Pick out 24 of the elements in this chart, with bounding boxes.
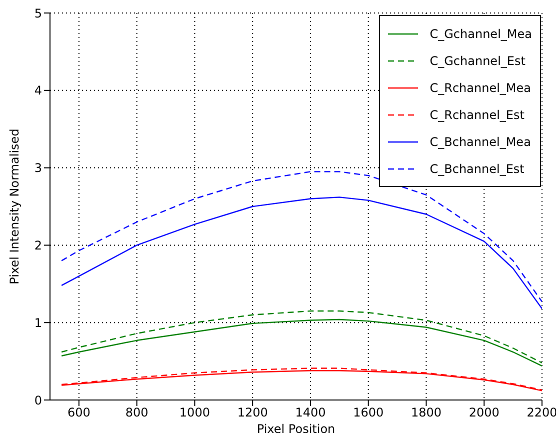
legend-label: C_Rchannel_Est [430,108,524,122]
x-tick-label: 2000 [468,406,500,420]
legend-label: C_Bchannel_Est [430,162,524,176]
legend-label: C_Rchannel_Mea [430,80,532,94]
y-tick-label: 4 [34,84,42,98]
x-tick-label: 1600 [353,406,384,420]
y-tick-label: 0 [34,393,42,408]
x-tick-label: 1800 [410,406,442,420]
line-series [60,196,542,310]
legend-label: C_Gchannel_Mea [430,26,532,40]
y-tick-label: 1 [34,316,42,330]
line-series [60,310,542,364]
x-tick-label: 1400 [295,406,326,420]
x-tick-label: 1200 [237,406,268,420]
y-tick-label: 5 [34,6,42,20]
legend-label: C_Gchannel_Est [430,54,526,68]
x-tick-label: 1000 [179,406,210,420]
y-tick-label: 3 [34,161,42,176]
x-axis-title: Pixel Position [256,422,336,436]
y-tick-label: 2 [34,238,42,252]
legend-label: C_Bchannel_Mea [430,134,531,148]
x-tick-label: 800 [125,406,148,420]
x-tick-label: 600 [67,406,90,420]
y-axis-title: Pixel Intensity Normalised [7,128,22,284]
